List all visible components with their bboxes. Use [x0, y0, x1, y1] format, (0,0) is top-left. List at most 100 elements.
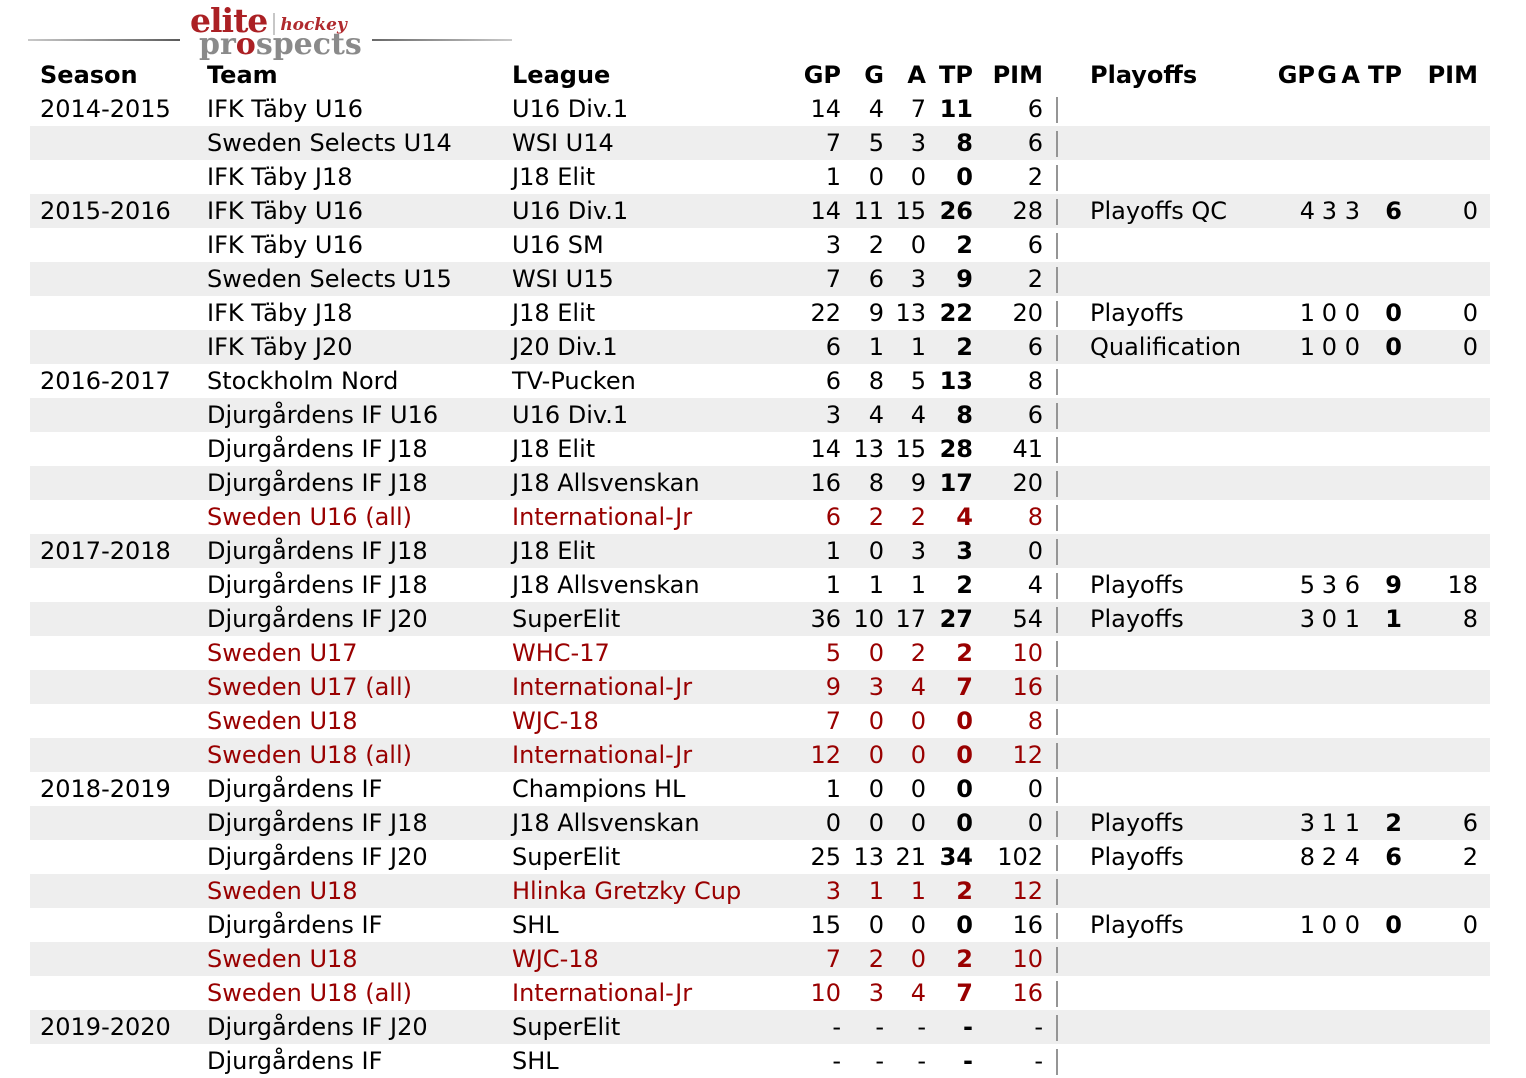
league-link[interactable]: J18 Allsvenskan: [512, 469, 700, 497]
pim-cell: 10: [1012, 945, 1043, 973]
team-link[interactable]: Djurgårdens IF J20: [207, 605, 428, 633]
g-cell: 6: [868, 265, 884, 293]
playoff-pim-cell: [1402, 534, 1490, 568]
team-link[interactable]: Stockholm Nord: [207, 367, 399, 395]
playoffs-cell: Playoffs: [1090, 843, 1184, 871]
team-link[interactable]: Sweden Selects U14: [207, 129, 452, 157]
league-link[interactable]: Champions HL: [512, 775, 686, 803]
col-header-playoffs: Playoffs: [1090, 61, 1198, 89]
team-link[interactable]: Sweden U16 (all): [207, 503, 412, 531]
a-cell: 9: [910, 469, 926, 497]
team-link[interactable]: Djurgårdens IF J18: [207, 537, 428, 565]
team-link[interactable]: Sweden U18: [207, 707, 358, 735]
league-link[interactable]: International-Jr: [512, 979, 693, 1007]
pim-cell: 2: [1027, 163, 1043, 191]
season-cell: [30, 942, 200, 976]
team-link[interactable]: Djurgårdens IF U16: [207, 401, 439, 429]
league-link[interactable]: SHL: [512, 1047, 559, 1075]
playoffs-cell: [1071, 364, 1261, 398]
league-link[interactable]: International-Jr: [512, 741, 693, 769]
league-link[interactable]: J18 Allsvenskan: [512, 809, 700, 837]
team-link[interactable]: IFK Täby U16: [207, 197, 363, 225]
team-link[interactable]: IFK Täby U16: [207, 231, 363, 259]
pim-cell: 8: [1027, 503, 1043, 531]
team-link[interactable]: Sweden U18 (all): [207, 741, 412, 769]
team-link[interactable]: IFK Täby J20: [207, 333, 353, 361]
playoffs-cell: [1071, 160, 1261, 194]
league-link[interactable]: J18 Elit: [512, 163, 596, 191]
column-divider-bar: [1056, 947, 1058, 973]
league-link[interactable]: Hlinka Gretzky Cup: [512, 877, 742, 905]
league-link[interactable]: U16 Div.1: [512, 95, 629, 123]
team-link[interactable]: Sweden U18: [207, 945, 358, 973]
playoff-gp-cell: [1261, 92, 1315, 126]
league-link[interactable]: U16 SM: [512, 231, 604, 259]
playoffs-cell: [1071, 1010, 1261, 1044]
team-link[interactable]: Djurgårdens IF J18: [207, 469, 428, 497]
playoff-pim-cell: [1402, 772, 1490, 806]
team-link[interactable]: Djurgårdens IF: [207, 1047, 383, 1075]
playoff-pim-cell: [1402, 874, 1490, 908]
team-link[interactable]: Sweden U17: [207, 639, 358, 667]
league-link[interactable]: J18 Elit: [512, 537, 596, 565]
logo-elite-text: elite: [190, 1, 268, 40]
team-link[interactable]: Sweden U18 (all): [207, 979, 412, 1007]
league-link[interactable]: U16 Div.1: [512, 197, 629, 225]
team-link[interactable]: IFK Täby U16: [207, 95, 363, 123]
league-link[interactable]: SHL: [512, 911, 559, 939]
playoff-pim-cell: 6: [1462, 809, 1478, 837]
playoff-tp-cell: 0: [1385, 299, 1402, 327]
playoff-gp-cell: 5: [1299, 571, 1315, 599]
playoff-tp-cell: 2: [1385, 809, 1402, 837]
team-link[interactable]: Sweden Selects U15: [207, 265, 452, 293]
league-link[interactable]: U16 Div.1: [512, 401, 629, 429]
playoff-tp-cell: [1360, 160, 1402, 194]
team-link[interactable]: Djurgårdens IF J20: [207, 843, 428, 871]
season-cell: [30, 670, 200, 704]
team-link[interactable]: Sweden U18: [207, 877, 358, 905]
a-cell: 7: [910, 95, 926, 123]
team-link[interactable]: Djurgårdens IF J20: [207, 1013, 428, 1041]
league-link[interactable]: International-Jr: [512, 503, 693, 531]
league-link[interactable]: J18 Elit: [512, 435, 596, 463]
playoff-pim-cell: 0: [1462, 299, 1478, 327]
column-divider: [1043, 534, 1071, 568]
league-link[interactable]: WHC-17: [512, 639, 610, 667]
league-link[interactable]: WSI U14: [512, 129, 614, 157]
team-link[interactable]: IFK Täby J18: [207, 299, 353, 327]
pim-cell: 16: [1012, 979, 1043, 1007]
team-link[interactable]: Djurgårdens IF J18: [207, 435, 428, 463]
playoff-g-cell: 3: [1321, 197, 1337, 225]
team-link[interactable]: Djurgårdens IF J18: [207, 571, 428, 599]
league-link[interactable]: International-Jr: [512, 673, 693, 701]
season-cell: [30, 840, 200, 874]
playoffs-cell: [1071, 398, 1261, 432]
gp-cell: 6: [825, 503, 841, 531]
playoff-pim-cell: [1402, 160, 1490, 194]
league-link[interactable]: SuperElit: [512, 605, 621, 633]
league-link[interactable]: WJC-18: [512, 707, 599, 735]
col-header-tp: TP: [939, 61, 973, 89]
league-link[interactable]: J20 Div.1: [512, 333, 618, 361]
playoff-g-cell: [1315, 874, 1337, 908]
league-link[interactable]: TV-Pucken: [512, 367, 636, 395]
league-link[interactable]: SuperElit: [512, 843, 621, 871]
league-link[interactable]: WJC-18: [512, 945, 599, 973]
playoff-tp-cell: 9: [1385, 571, 1402, 599]
team-link[interactable]: Djurgårdens IF: [207, 911, 383, 939]
eliteprospects-logo[interactable]: elite hockey prospects: [180, 4, 372, 62]
playoff-gp-cell: [1261, 738, 1315, 772]
playoff-g-cell: [1315, 1044, 1337, 1078]
league-link[interactable]: J18 Allsvenskan: [512, 571, 700, 599]
team-link[interactable]: Djurgårdens IF J18: [207, 809, 428, 837]
col-header-playoff-a: A: [1341, 61, 1360, 89]
column-divider: [1043, 772, 1071, 806]
league-link[interactable]: J18 Elit: [512, 299, 596, 327]
league-link[interactable]: WSI U15: [512, 265, 614, 293]
team-link[interactable]: Djurgårdens IF: [207, 775, 383, 803]
pim-cell: 16: [1012, 673, 1043, 701]
league-link[interactable]: SuperElit: [512, 1013, 621, 1041]
team-link[interactable]: IFK Täby J18: [207, 163, 353, 191]
team-link[interactable]: Sweden U17 (all): [207, 673, 412, 701]
playoff-g-cell: [1315, 364, 1337, 398]
